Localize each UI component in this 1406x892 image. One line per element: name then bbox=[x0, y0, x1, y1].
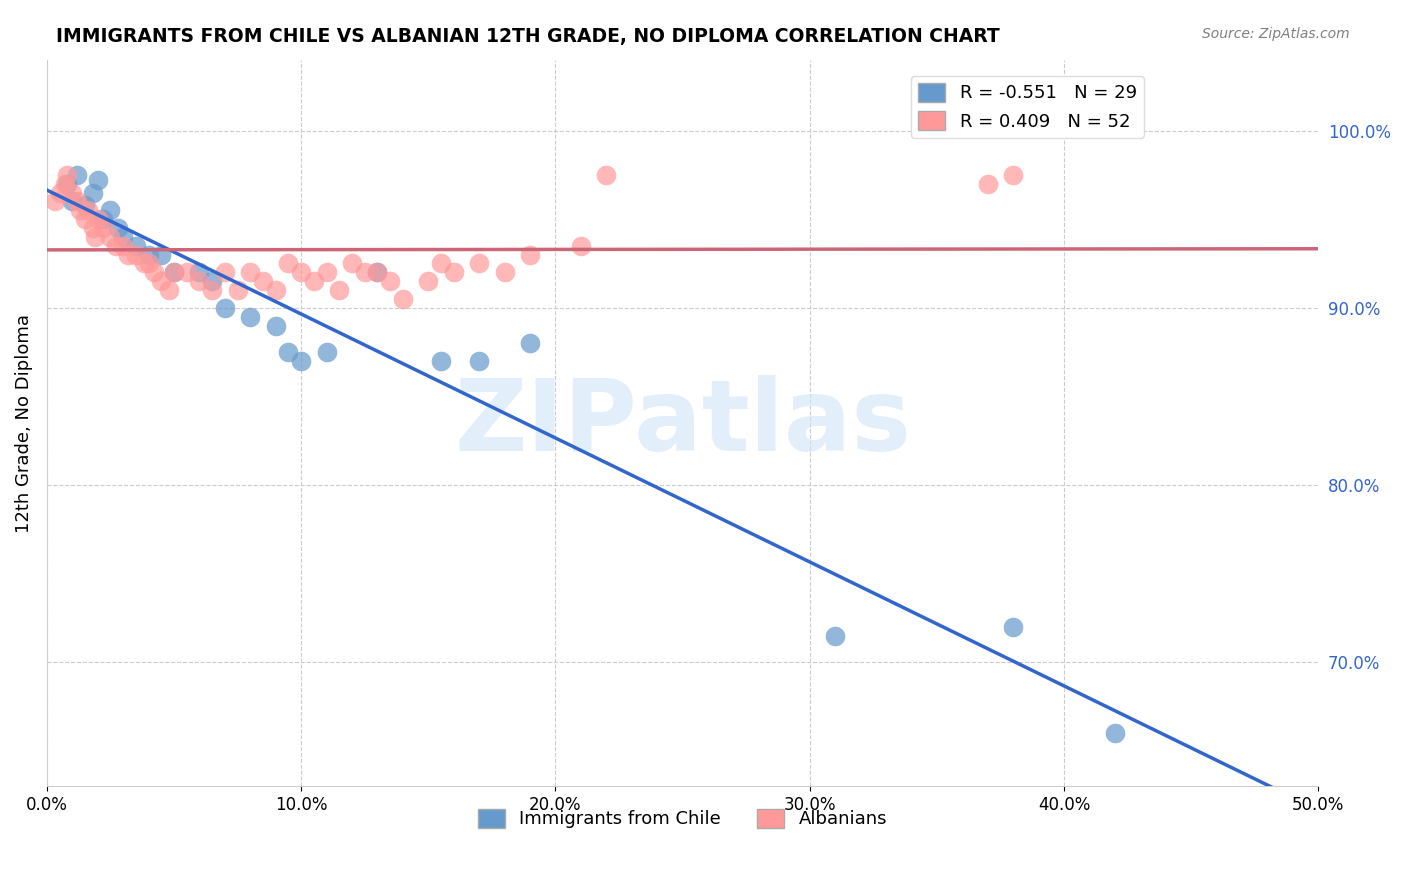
Point bbox=[1002, 168, 1025, 182]
Point bbox=[84, 230, 107, 244]
Point bbox=[519, 336, 541, 351]
Point bbox=[125, 239, 148, 253]
Y-axis label: 12th Grade, No Diploma: 12th Grade, No Diploma bbox=[15, 314, 32, 533]
Point bbox=[66, 168, 89, 182]
Point bbox=[56, 177, 79, 191]
Point bbox=[73, 198, 96, 212]
Point bbox=[150, 247, 173, 261]
Point bbox=[66, 194, 89, 209]
Point bbox=[290, 354, 312, 368]
Point bbox=[104, 239, 127, 253]
Point bbox=[392, 292, 415, 306]
Point bbox=[290, 265, 312, 279]
Point bbox=[44, 194, 66, 209]
Point bbox=[252, 274, 274, 288]
Point bbox=[69, 203, 91, 218]
Point bbox=[138, 247, 160, 261]
Point bbox=[378, 274, 401, 288]
Point bbox=[519, 247, 541, 261]
Point bbox=[87, 212, 110, 227]
Point bbox=[1104, 726, 1126, 740]
Point bbox=[112, 239, 135, 253]
Point bbox=[366, 265, 388, 279]
Point bbox=[214, 265, 236, 279]
Point bbox=[100, 203, 122, 218]
Point bbox=[188, 274, 211, 288]
Point bbox=[328, 283, 350, 297]
Point bbox=[824, 629, 846, 643]
Point bbox=[277, 256, 299, 270]
Point bbox=[494, 265, 516, 279]
Point bbox=[353, 265, 375, 279]
Point bbox=[239, 310, 262, 324]
Point bbox=[91, 212, 114, 227]
Point bbox=[125, 247, 148, 261]
Legend: Immigrants from Chile, Albanians: Immigrants from Chile, Albanians bbox=[471, 802, 894, 836]
Point bbox=[239, 265, 262, 279]
Point bbox=[569, 239, 592, 253]
Point bbox=[468, 256, 491, 270]
Point bbox=[977, 177, 1000, 191]
Point bbox=[82, 186, 104, 200]
Point bbox=[150, 274, 173, 288]
Point bbox=[418, 274, 440, 288]
Point bbox=[443, 265, 465, 279]
Point bbox=[1002, 620, 1025, 634]
Point bbox=[138, 256, 160, 270]
Point bbox=[100, 230, 122, 244]
Point bbox=[468, 354, 491, 368]
Point bbox=[107, 221, 129, 235]
Point bbox=[264, 318, 287, 333]
Point bbox=[430, 354, 453, 368]
Point bbox=[214, 301, 236, 315]
Point bbox=[595, 168, 617, 182]
Point bbox=[226, 283, 249, 297]
Text: IMMIGRANTS FROM CHILE VS ALBANIAN 12TH GRADE, NO DIPLOMA CORRELATION CHART: IMMIGRANTS FROM CHILE VS ALBANIAN 12TH G… bbox=[56, 27, 1000, 45]
Point bbox=[56, 168, 79, 182]
Point bbox=[366, 265, 388, 279]
Point bbox=[201, 283, 224, 297]
Point bbox=[201, 274, 224, 288]
Point bbox=[132, 256, 155, 270]
Point bbox=[91, 221, 114, 235]
Text: ZIPatlas: ZIPatlas bbox=[454, 375, 911, 472]
Point bbox=[163, 265, 186, 279]
Point bbox=[142, 265, 165, 279]
Point bbox=[157, 283, 180, 297]
Point bbox=[87, 173, 110, 187]
Point bbox=[73, 212, 96, 227]
Point bbox=[117, 247, 139, 261]
Point bbox=[315, 265, 337, 279]
Point bbox=[430, 256, 453, 270]
Point bbox=[315, 345, 337, 359]
Point bbox=[53, 177, 76, 191]
Point bbox=[163, 265, 186, 279]
Point bbox=[82, 221, 104, 235]
Point bbox=[76, 203, 98, 218]
Point bbox=[176, 265, 198, 279]
Point bbox=[48, 186, 70, 200]
Point bbox=[112, 230, 135, 244]
Point bbox=[264, 283, 287, 297]
Point bbox=[60, 186, 83, 200]
Point bbox=[277, 345, 299, 359]
Point bbox=[60, 194, 83, 209]
Point bbox=[340, 256, 363, 270]
Point bbox=[302, 274, 325, 288]
Text: Source: ZipAtlas.com: Source: ZipAtlas.com bbox=[1202, 27, 1350, 41]
Point bbox=[188, 265, 211, 279]
